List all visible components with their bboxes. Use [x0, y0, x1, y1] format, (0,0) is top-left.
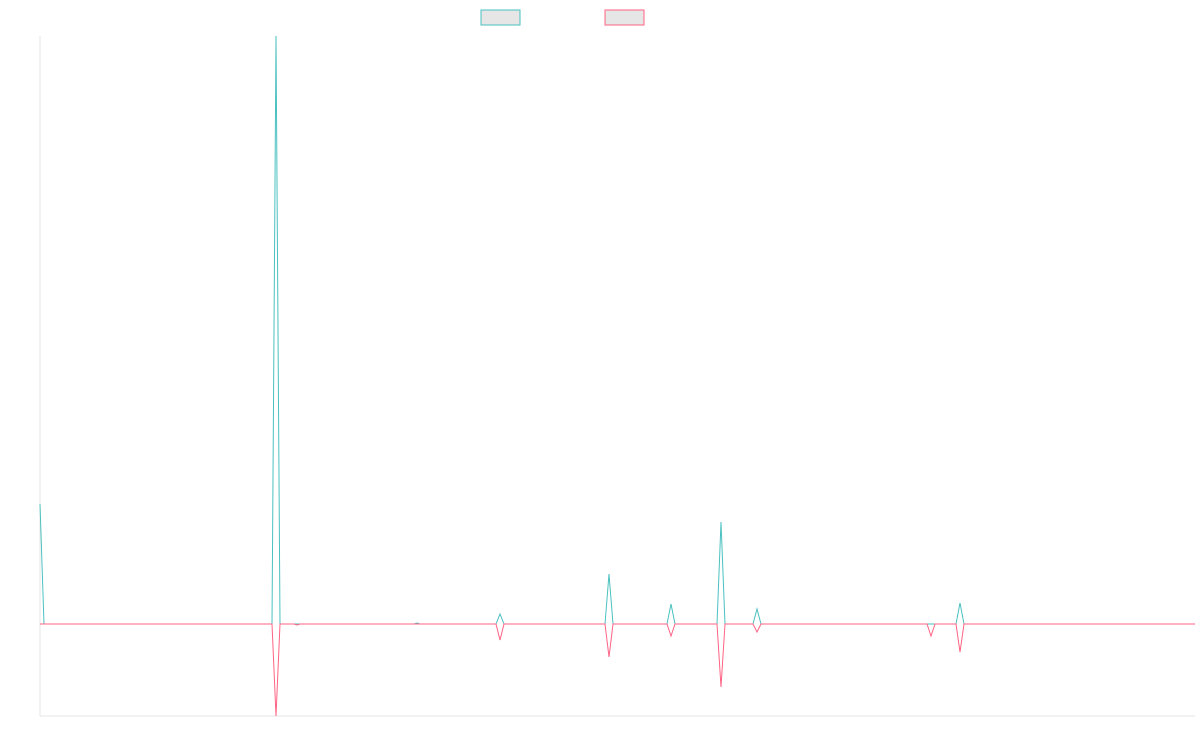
legend-swatch — [604, 9, 645, 26]
line-series — [39, 35, 1195, 625]
legend-swatch — [480, 9, 521, 26]
line-series — [40, 623, 1195, 717]
